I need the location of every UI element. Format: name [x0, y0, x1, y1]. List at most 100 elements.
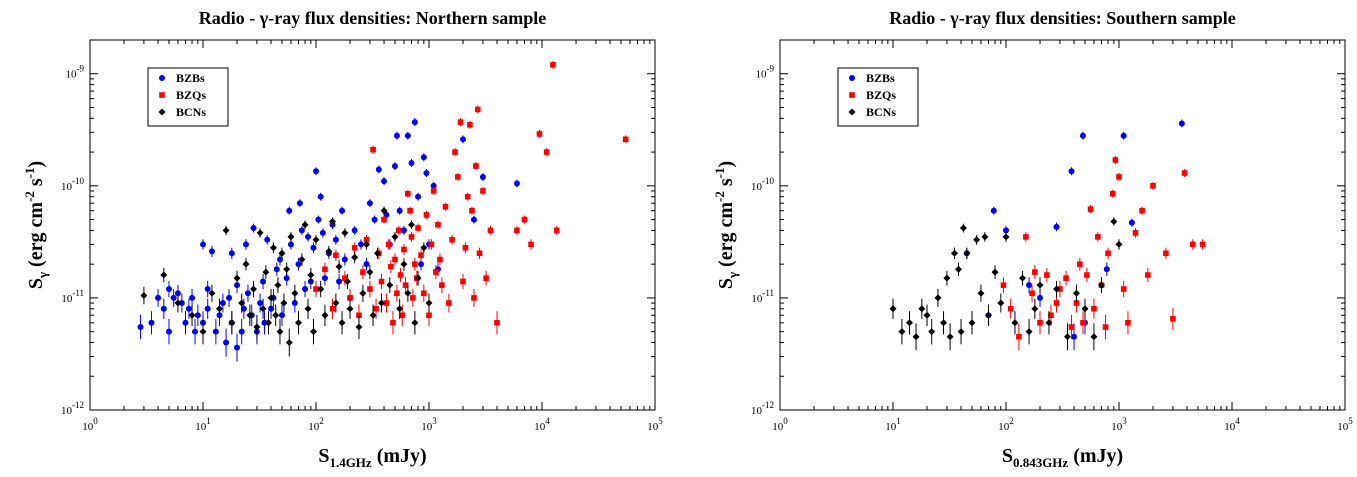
bzqs-point	[367, 286, 373, 292]
bzbs-point	[160, 305, 167, 312]
bcns-point	[946, 333, 954, 341]
bcns-point	[984, 311, 992, 319]
bzbs-point	[393, 132, 400, 139]
bzqs-point	[460, 278, 466, 285]
bcns-point	[253, 323, 261, 331]
bcns-point	[233, 274, 241, 282]
bzqs-point	[480, 188, 486, 194]
bzqs-point	[426, 312, 432, 319]
bzbs-point	[155, 294, 162, 301]
bcns-point	[174, 299, 182, 307]
bcns-point	[278, 249, 286, 257]
bzbs-point	[1079, 132, 1086, 139]
bzbs-point	[200, 241, 206, 248]
bzbs-point	[423, 170, 430, 177]
bzbs-point	[415, 193, 422, 200]
bcns-point	[309, 328, 317, 336]
bzqs-point	[1190, 241, 1196, 248]
bzqs-point	[1029, 290, 1035, 297]
data-points	[889, 119, 1206, 351]
bzqs-point	[1109, 190, 1116, 197]
bzbs-point	[212, 328, 219, 335]
bzbs-point	[204, 286, 211, 293]
scatter-chart-southern: Radio - γ-ray flux densities: Southern s…	[712, 8, 1353, 470]
y-axis-label: Sγ (erg cm-2 s-1)	[22, 161, 50, 289]
bzbs-point	[194, 312, 201, 319]
bcns-point	[329, 218, 337, 226]
bzbs-point	[357, 241, 364, 248]
chart-panel-southern: Radio - γ-ray flux densities: Southern s…	[690, 0, 1357, 472]
bzbs-point	[165, 328, 172, 335]
bzbs-point	[291, 300, 298, 307]
bcns-point	[1031, 305, 1039, 313]
bzbs-point	[302, 286, 309, 293]
bzqs-point	[428, 241, 435, 248]
bzqs-point	[381, 216, 387, 223]
bzbs-point	[383, 211, 390, 218]
bcns-point	[312, 236, 320, 244]
bcns-point	[973, 236, 981, 244]
bzbs-point	[339, 207, 346, 214]
bzbs-point	[1128, 219, 1135, 226]
bcns-point	[222, 226, 230, 234]
bzqs-point	[550, 62, 556, 68]
bcns-point	[228, 319, 236, 327]
bcns-point	[304, 305, 312, 313]
bcns-point	[1036, 281, 1044, 289]
bcns-point	[366, 268, 374, 276]
bzqs-point	[412, 261, 418, 267]
x-tick-label: 104	[1224, 416, 1240, 433]
bzbs-point	[396, 207, 403, 214]
bcns-point	[997, 299, 1005, 307]
legend-marker-bcns	[158, 108, 166, 116]
bzbs-point	[273, 266, 280, 273]
bzbs-point	[250, 225, 257, 232]
bcns-point	[1115, 240, 1123, 248]
x-tick-label: 102	[308, 416, 324, 433]
bzbs-point	[317, 193, 324, 200]
bcns-point	[420, 244, 428, 252]
bzqs-point	[1007, 305, 1014, 312]
data-points	[137, 60, 629, 362]
bzbs-point	[1003, 227, 1009, 234]
bzqs-point	[322, 266, 328, 273]
bcns-point	[338, 319, 346, 327]
x-tick-label: 104	[534, 416, 550, 433]
bcns-point	[160, 271, 168, 279]
bzbs-point	[391, 163, 398, 170]
chart-title: Radio - γ-ray flux densities: Northern s…	[199, 8, 546, 28]
bcns-point	[380, 207, 388, 215]
bzqs-point	[1044, 272, 1050, 278]
y-tick-label: 10-9	[756, 64, 775, 81]
bcns-point	[262, 268, 270, 276]
bzbs-point	[430, 182, 437, 189]
bcns-point	[1110, 218, 1118, 226]
bcns-point	[1011, 319, 1019, 327]
bcns-point	[1090, 333, 1098, 341]
bzqs-point	[1132, 230, 1139, 236]
scatter-chart-northern: Radio - γ-ray flux densities: Northern s…	[22, 8, 663, 470]
bzqs-point	[487, 227, 494, 234]
bzbs-point	[178, 300, 185, 307]
legend-marker-bzbs	[159, 75, 165, 81]
bzbs-point	[1178, 120, 1185, 127]
bcns-point	[1019, 274, 1027, 282]
x-tick-label: 101	[885, 416, 901, 433]
bzqs-point	[435, 221, 441, 228]
bzbs-point	[470, 216, 477, 223]
bzqs-point	[455, 174, 461, 180]
bzqs-point	[462, 244, 469, 251]
bzbs-point	[315, 216, 322, 223]
bcns-point	[351, 253, 359, 261]
bzqs-point	[360, 269, 366, 275]
legend-marker-bzbs	[849, 75, 855, 81]
bcns-point	[369, 311, 377, 319]
bcns-point	[355, 323, 363, 331]
bcns-point	[1002, 233, 1010, 241]
y-tick-label: 10-11	[751, 288, 774, 305]
bzqs-point	[536, 131, 543, 137]
bcns-point	[343, 278, 351, 286]
bzqs-point	[395, 227, 402, 234]
legend: BZBs BZQs BCNs	[147, 67, 229, 127]
bzqs-point	[1016, 333, 1022, 340]
